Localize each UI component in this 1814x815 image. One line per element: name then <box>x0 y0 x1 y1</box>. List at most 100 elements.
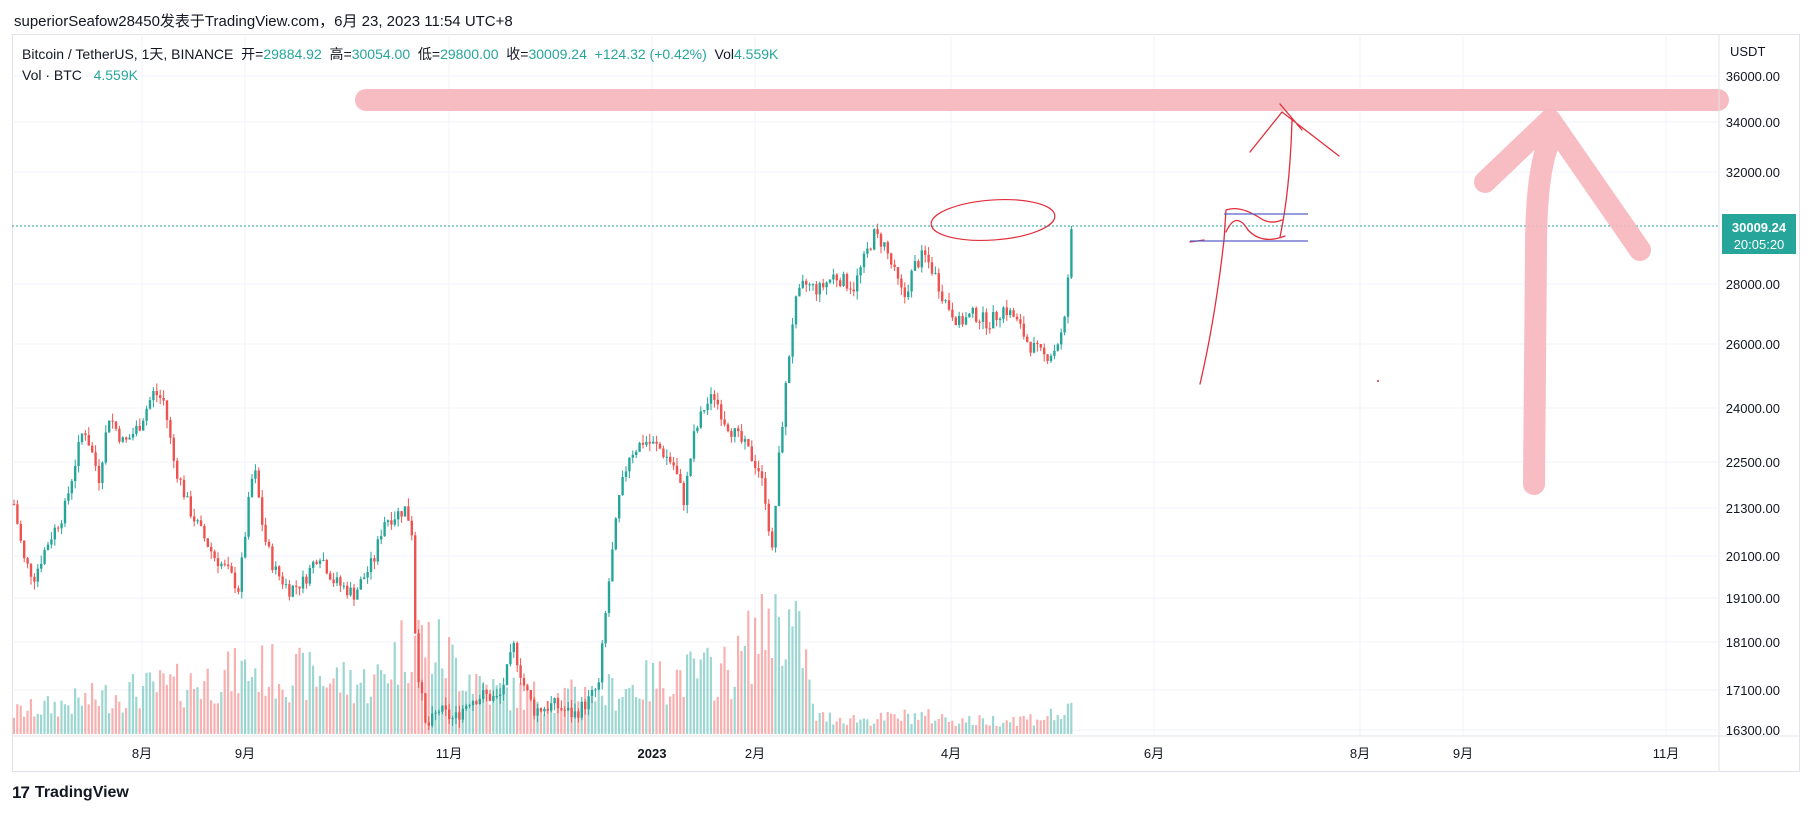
volume-bar <box>148 672 151 734</box>
volume-bar <box>1002 722 1005 734</box>
volume-bar <box>46 696 49 734</box>
volume-bar <box>308 652 311 734</box>
volume-bar <box>322 685 325 734</box>
candle-body <box>791 324 794 357</box>
volume-bar <box>879 712 882 734</box>
candle-body <box>832 274 835 280</box>
candle-body <box>393 519 396 525</box>
volume-bar <box>363 669 366 734</box>
candle-body <box>87 435 90 446</box>
candle-body <box>437 711 441 713</box>
legend-open-label: 开= <box>241 46 264 62</box>
candle-body <box>240 557 243 592</box>
volume-bar <box>658 661 661 734</box>
candle-body <box>471 701 475 706</box>
candle-body <box>101 462 104 484</box>
volume-bar <box>839 717 842 734</box>
volume-bar <box>954 725 957 734</box>
volume-bar <box>12 717 15 734</box>
volume-bar <box>80 705 83 734</box>
volume-bar <box>937 718 940 734</box>
candle-body <box>934 273 937 275</box>
volume-bar <box>104 684 107 734</box>
candle-body <box>947 300 951 310</box>
volume-bar <box>390 679 393 734</box>
time-tick: 9月 <box>235 746 255 761</box>
candle-body <box>516 643 519 666</box>
volume-bar <box>274 698 277 734</box>
candle-body <box>301 576 305 589</box>
volume-bar <box>298 647 301 734</box>
candle-body <box>332 579 335 584</box>
volume-bar <box>859 719 862 734</box>
volume-bar <box>108 713 111 734</box>
candle-body <box>271 546 274 570</box>
candle-body <box>431 713 434 726</box>
candle-body <box>444 705 447 710</box>
candle-body <box>67 493 70 501</box>
volume-bar <box>193 689 196 734</box>
volume-bar <box>703 652 706 734</box>
candle-body <box>893 264 896 268</box>
volume-bar <box>696 678 699 734</box>
candle-body <box>499 694 502 697</box>
volume-bar <box>478 675 481 734</box>
candle-body <box>624 471 628 477</box>
volume-bar <box>278 683 281 734</box>
tradingview-logo[interactable]: 17 TradingView <box>12 783 129 803</box>
candle-body <box>954 317 957 326</box>
volume-bar <box>407 683 410 734</box>
volume-bar <box>53 701 56 734</box>
candle-body <box>771 531 774 548</box>
candle-body <box>172 437 175 461</box>
candle-body <box>859 267 862 276</box>
candle-body <box>380 536 383 540</box>
volume-bar <box>621 696 624 734</box>
candle-body <box>740 431 743 442</box>
candle-body <box>111 420 114 422</box>
candle-body <box>1049 355 1053 361</box>
candle-body <box>961 315 964 325</box>
time-tick: 8月 <box>1350 746 1370 761</box>
candle-body <box>458 712 461 720</box>
candle-body <box>213 551 216 559</box>
volume-bar <box>930 723 933 734</box>
candle-body <box>427 722 430 726</box>
candle-body <box>390 520 393 525</box>
volume-bar <box>271 644 274 734</box>
price-tick: 32000.00 <box>1726 165 1780 180</box>
volume-bar <box>63 704 66 734</box>
candle-body <box>1056 344 1059 351</box>
volume-bar <box>920 712 923 734</box>
volume-bar <box>492 679 495 734</box>
candle-body <box>866 248 869 254</box>
candle-body <box>951 309 954 318</box>
volume-bar <box>587 708 590 734</box>
candle-body <box>312 561 315 568</box>
volume-bar <box>1005 720 1008 734</box>
volume-bar <box>121 712 124 734</box>
volume-bar <box>835 721 838 734</box>
volume-bar <box>431 673 434 734</box>
candle-body <box>138 425 141 431</box>
volume-bar <box>968 715 971 734</box>
volume-bar <box>808 679 811 734</box>
chart-frame[interactable] <box>12 34 1800 772</box>
volume-bar <box>890 713 893 734</box>
candle-body <box>628 457 631 472</box>
legend-high-label: 高= <box>329 46 352 62</box>
volume-bar <box>397 684 400 734</box>
candle-body <box>60 523 63 529</box>
candle-body <box>274 566 277 570</box>
volume-bar <box>369 696 372 734</box>
candle-body <box>329 573 332 580</box>
candle-body <box>815 284 818 295</box>
volume-bar <box>169 674 172 734</box>
candle-body <box>264 524 267 542</box>
volume-bar <box>305 700 308 734</box>
candle-body <box>169 420 172 438</box>
volume-bar <box>67 705 70 734</box>
candle-body <box>131 433 135 438</box>
volume-bar <box>1029 714 1032 734</box>
